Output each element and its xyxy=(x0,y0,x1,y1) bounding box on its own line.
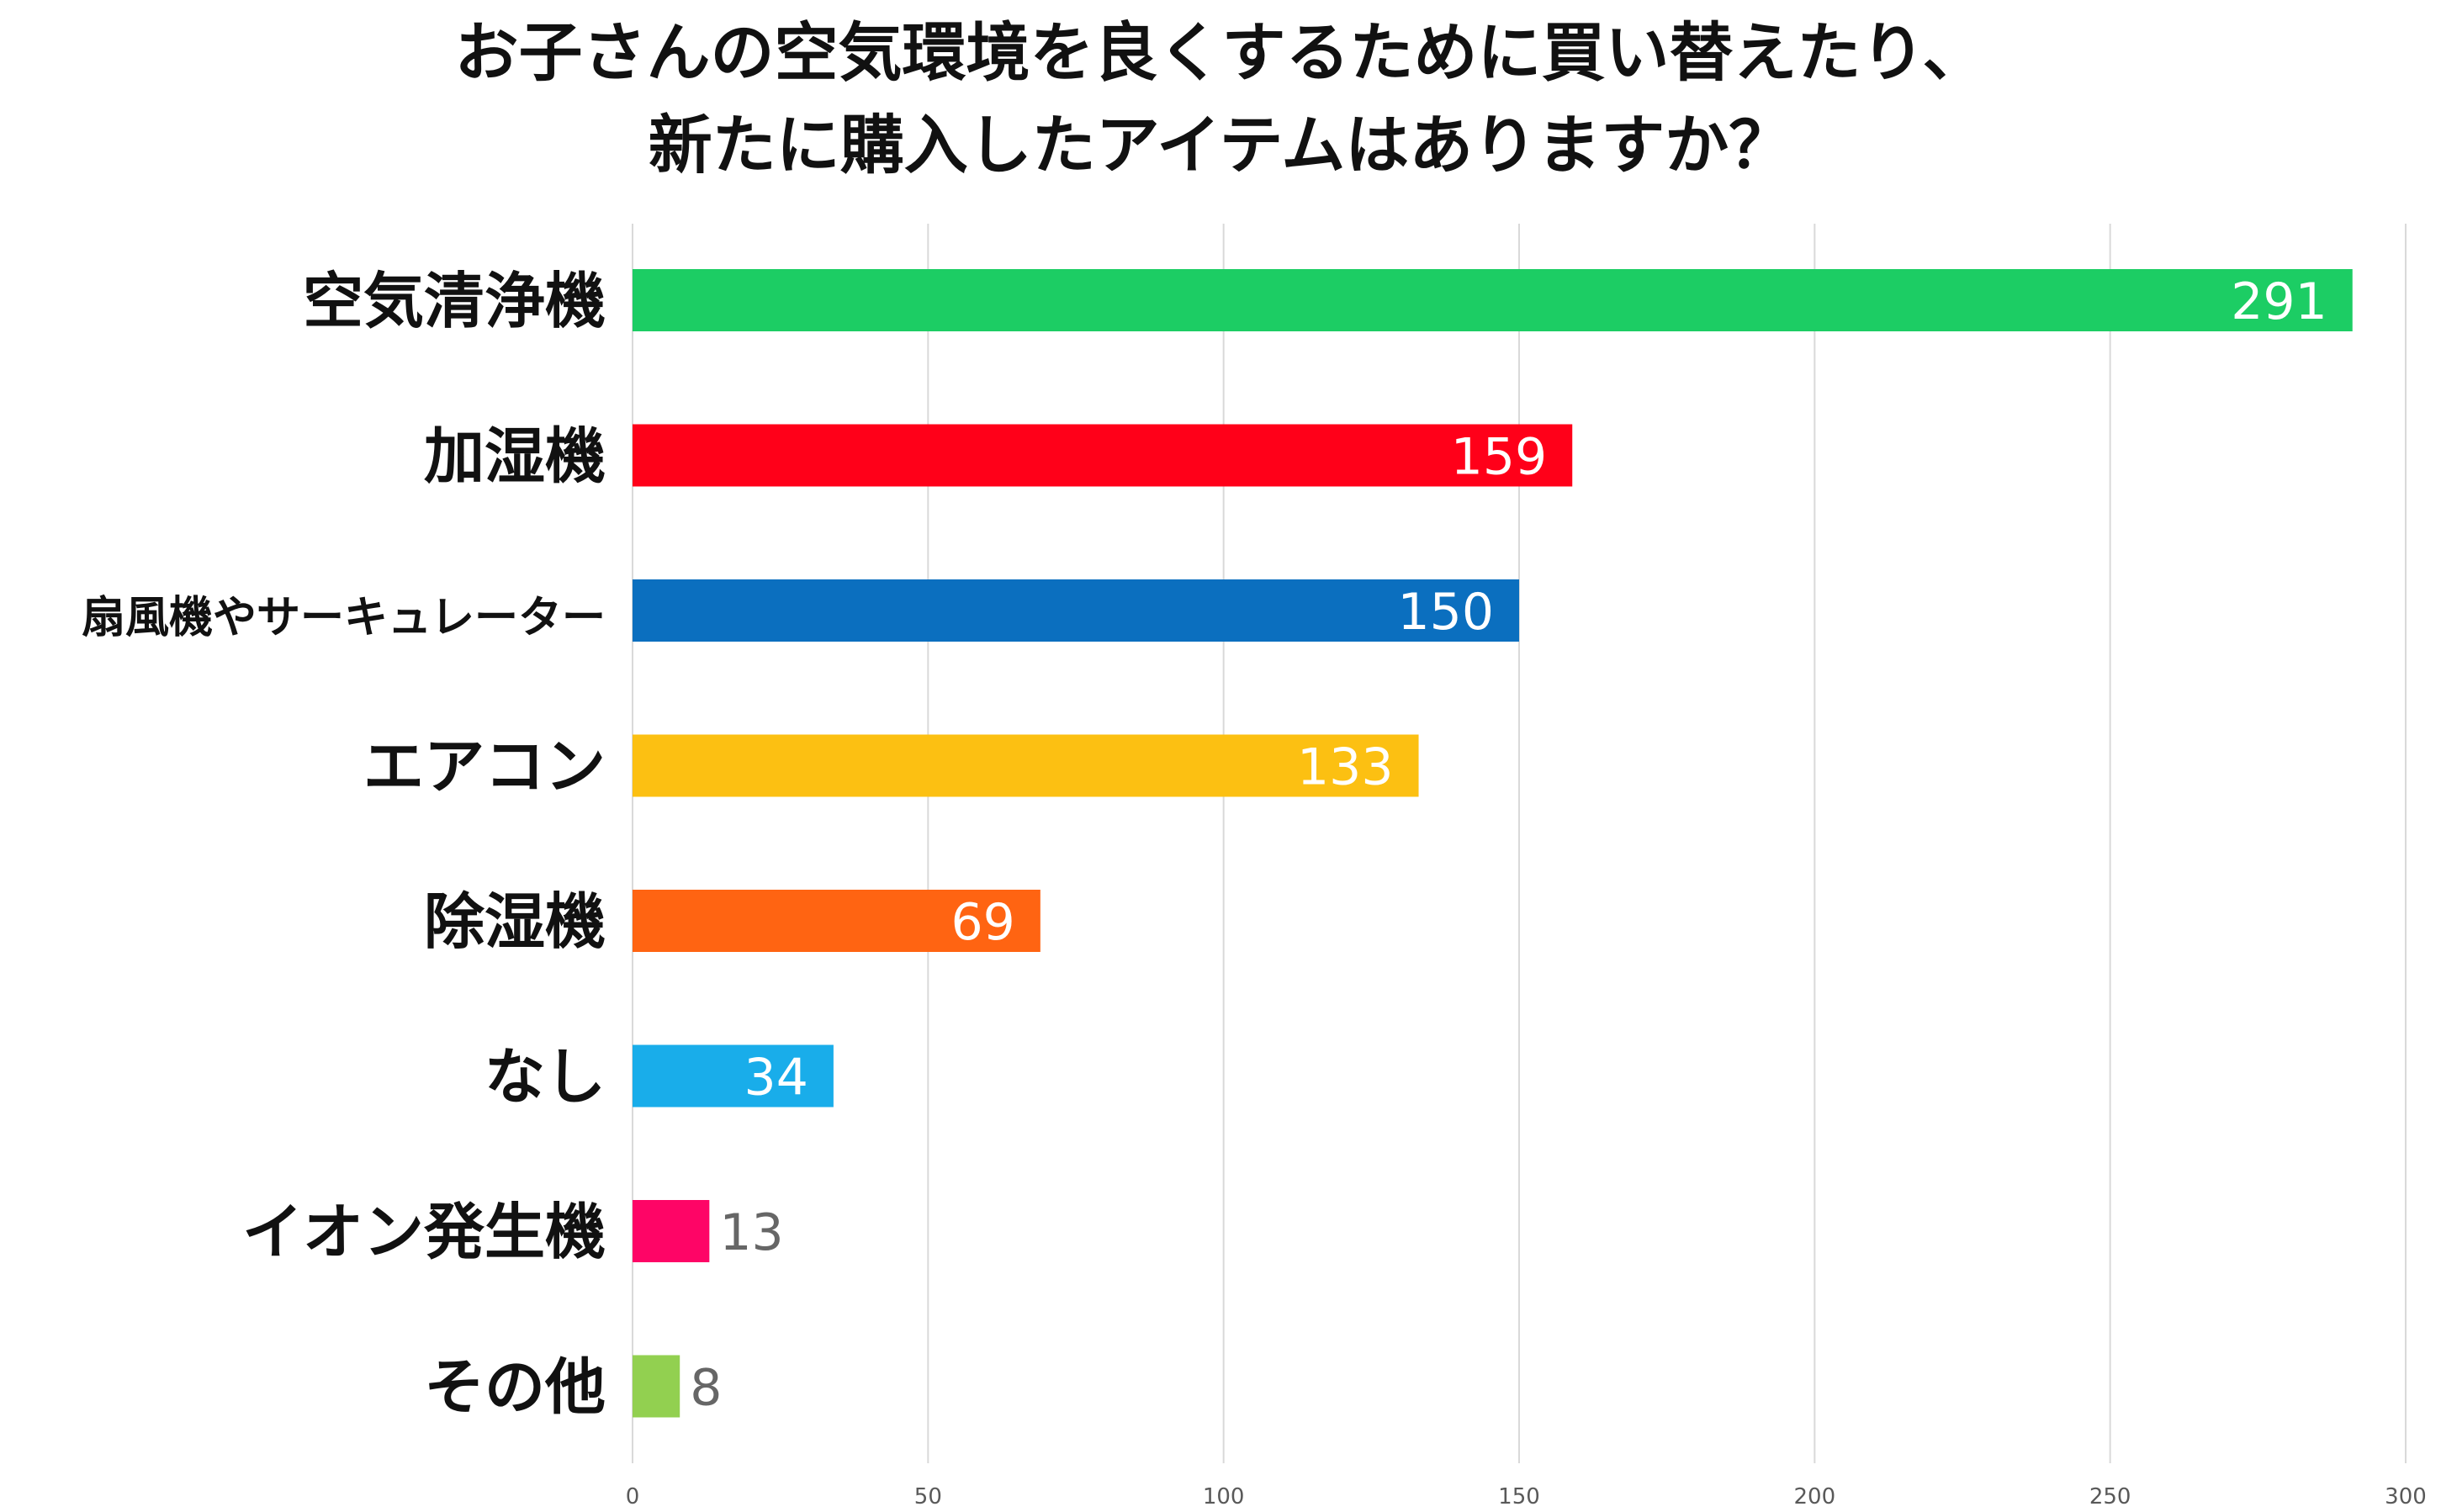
x-tick-label: 150 xyxy=(1498,1484,1540,1509)
x-tick-label: 0 xyxy=(626,1484,640,1509)
bar xyxy=(633,734,1419,797)
chart-title: お子さんの空気環境を良くするために買い替えたり、 新たに購入したアイテムはありま… xyxy=(0,7,2441,192)
bar xyxy=(633,579,1519,642)
x-tick-label: 200 xyxy=(1794,1484,1836,1509)
bar xyxy=(633,424,1573,487)
bars xyxy=(633,269,2353,1418)
category-label: イオン発生機 xyxy=(242,1197,606,1267)
data-label: 69 xyxy=(950,893,1014,952)
category-label: 空気清浄機 xyxy=(303,266,606,336)
category-label: 加湿機 xyxy=(424,421,606,492)
bar xyxy=(633,1200,710,1262)
data-label: 150 xyxy=(1397,583,1494,642)
data-label: 159 xyxy=(1451,428,1548,487)
bar xyxy=(633,1044,834,1108)
data-label: 133 xyxy=(1297,738,1394,797)
x-tick-label: 50 xyxy=(914,1484,942,1509)
bar xyxy=(633,269,2353,331)
category-label: 除湿機 xyxy=(424,886,606,957)
chart-title-line-1: お子さんの空気環境を良くするために買い替えたり、 xyxy=(454,15,1987,90)
x-tick-label: 300 xyxy=(2385,1484,2427,1509)
chart-title-line-2: 新たに購入したアイテムはありますか？ xyxy=(648,108,1793,182)
x-axis-tick-labels: 0 50 100 150 200 250 300 xyxy=(626,1484,2427,1509)
value-labels: 291 159 150 133 69 34 13 8 xyxy=(690,272,2327,1418)
category-label: 扇風機やサーキュレーター xyxy=(82,593,606,643)
data-label: 291 xyxy=(2231,272,2327,331)
category-label: エアコン xyxy=(363,732,606,802)
x-tick-label: 100 xyxy=(1203,1484,1245,1509)
bar xyxy=(633,890,1040,952)
category-label: その他 xyxy=(424,1352,606,1423)
data-label: 34 xyxy=(744,1049,808,1108)
category-label: なし xyxy=(484,1042,606,1113)
bar xyxy=(633,1355,680,1418)
data-label: 8 xyxy=(690,1359,722,1418)
data-label: 13 xyxy=(719,1203,783,1262)
x-tick-label: 250 xyxy=(2089,1484,2131,1509)
gridlines xyxy=(632,224,2407,1463)
